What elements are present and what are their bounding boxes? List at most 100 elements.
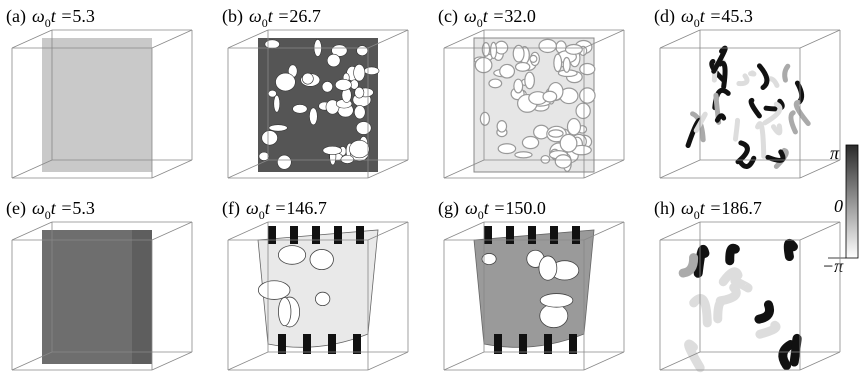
structure xyxy=(474,38,595,172)
hole xyxy=(302,73,313,84)
time-var: t = xyxy=(265,198,287,218)
hole xyxy=(277,155,291,169)
panel-letter: (a) xyxy=(6,6,26,27)
structure xyxy=(42,230,152,364)
hole xyxy=(555,155,571,168)
hole xyxy=(563,58,570,73)
blob xyxy=(474,230,594,347)
structure xyxy=(258,38,379,172)
strand xyxy=(758,124,764,157)
hole xyxy=(489,79,502,88)
panel-label: (h)ω0t =186.7 xyxy=(654,198,762,222)
hole xyxy=(357,46,368,56)
hole xyxy=(265,40,280,49)
hole xyxy=(269,125,288,131)
panel-label: (a)ω0t =5.3 xyxy=(6,6,95,30)
time-value: 26.7 xyxy=(289,6,321,26)
panel: (b)ω0t =26.7 xyxy=(222,6,408,178)
hole xyxy=(323,146,342,154)
hole xyxy=(480,112,489,125)
strand xyxy=(735,120,737,139)
dark-patch xyxy=(572,226,580,244)
hole xyxy=(543,91,557,102)
strand xyxy=(720,288,736,301)
time-value: 5.3 xyxy=(72,198,95,218)
hole xyxy=(541,156,550,164)
cube-edge xyxy=(444,222,484,240)
panel-letter: (h) xyxy=(654,198,675,219)
hole xyxy=(354,64,365,81)
panel-letter: (e) xyxy=(6,198,26,219)
time-value: 150.0 xyxy=(505,198,546,218)
omega: ω xyxy=(681,198,694,218)
cube-edge xyxy=(152,30,192,48)
hole xyxy=(580,88,595,103)
hole xyxy=(482,43,489,57)
hole xyxy=(580,64,595,75)
dark-patch xyxy=(569,334,577,354)
hole xyxy=(278,246,305,265)
time-value: 186.7 xyxy=(721,198,762,218)
cube-edge xyxy=(800,352,840,370)
strand xyxy=(683,258,693,273)
panels: (a)ω0t =5.3 (b) ω 0 t = 26.7 (c)ω0t =32.0(d)ω0… xyxy=(6,6,840,370)
dark-patch xyxy=(544,334,552,354)
colorbar-mid-label: 0 xyxy=(834,196,843,216)
hole xyxy=(539,256,557,280)
dark-patch xyxy=(550,226,558,244)
hole xyxy=(259,152,269,161)
cube-edge xyxy=(152,160,192,178)
dark-patch xyxy=(312,226,320,244)
hole xyxy=(258,281,290,300)
hole xyxy=(355,87,364,98)
strand xyxy=(760,325,776,334)
panel-label: (g)ω0t =150.0 xyxy=(438,198,546,222)
panel: (e)ω0t =5.3 xyxy=(6,198,192,370)
omega: ω xyxy=(464,6,477,26)
hole xyxy=(554,54,562,71)
cube-edge xyxy=(800,30,840,48)
cube-edge xyxy=(152,352,192,370)
cube-edge xyxy=(660,222,700,240)
cube-edge xyxy=(368,352,408,370)
cube-edge xyxy=(228,352,268,370)
hole xyxy=(522,137,538,149)
hole xyxy=(335,79,351,90)
cube-edge xyxy=(228,222,268,240)
hole xyxy=(356,122,371,135)
cube-edge xyxy=(800,160,840,178)
hole xyxy=(567,119,580,135)
panel-letter: (d) xyxy=(654,6,675,27)
hole xyxy=(516,62,530,71)
strand xyxy=(751,73,754,74)
time-var: t = xyxy=(51,6,73,26)
time-var: t = xyxy=(484,198,506,218)
hole xyxy=(539,39,556,52)
hole xyxy=(274,95,280,112)
strand xyxy=(698,249,705,273)
strand xyxy=(759,66,766,88)
panel-letter: (f) xyxy=(222,198,240,219)
strand xyxy=(738,143,747,162)
panel-letter: (b) xyxy=(222,6,243,27)
structure xyxy=(258,226,378,354)
omega: ω xyxy=(465,198,478,218)
dark-patch xyxy=(303,334,311,354)
cube-edge xyxy=(584,352,624,370)
panel: (d)ω0t =45.3 xyxy=(654,6,840,178)
hole xyxy=(341,155,354,163)
strand xyxy=(788,243,793,256)
panel: (c)ω0t =32.0 xyxy=(438,6,624,178)
time-value: 5.3 xyxy=(72,6,95,26)
strand xyxy=(689,344,701,368)
strand xyxy=(797,83,801,102)
dark-patch xyxy=(353,334,361,354)
time-var: t = xyxy=(700,198,722,218)
hole xyxy=(500,64,515,78)
omega: ω xyxy=(249,6,262,26)
hole xyxy=(560,134,577,152)
hole xyxy=(310,249,333,269)
hole xyxy=(549,130,563,137)
hole xyxy=(540,294,573,308)
hole xyxy=(354,105,365,118)
